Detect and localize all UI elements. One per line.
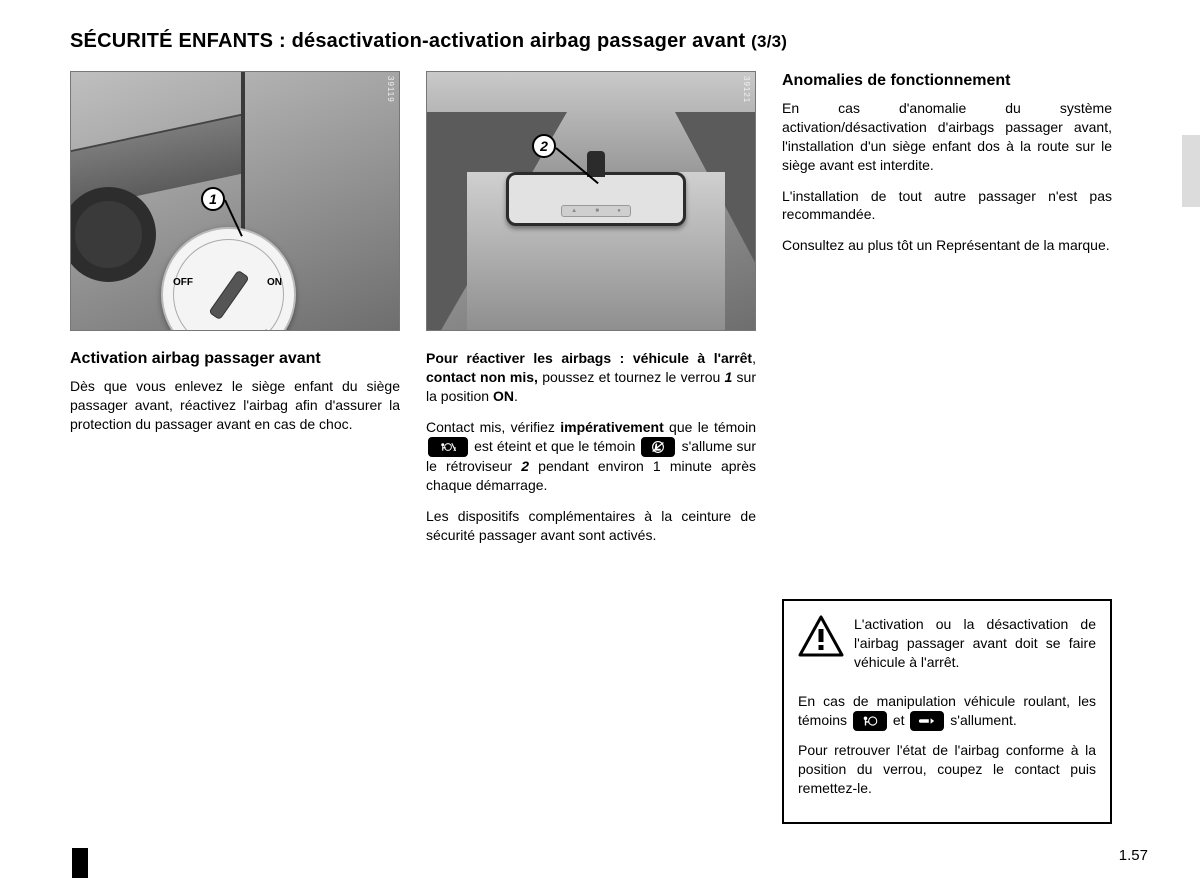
side-thumb-tab [1182,135,1200,207]
figure-ref-2: 39121 [742,76,751,103]
svg-text:2: 2 [453,447,456,453]
content-columns: OFF ON PASSENGER AIRBAG 1 39119 Activati… [70,71,1150,888]
col3-heading: Anomalies de fonctionnement [782,71,1112,91]
figure-ref-1: 39119 [386,76,395,103]
warning-line1: L'activation ou la désactivation de l'ai… [854,615,1096,672]
child-seat-indicator-icon [641,437,675,457]
title-main: SÉCURITÉ ENFANTS : désactivation-activat… [70,30,745,52]
page-number: 1.57 [1119,847,1148,864]
col2-p3: Les dispositifs complémentaires à la cei… [426,507,756,545]
figure-airbag-dial: OFF ON PASSENGER AIRBAG 1 39119 [70,71,400,331]
svg-text:PASSENGER AIRBAG: PASSENGER AIRBAG [163,229,273,331]
col3-p3: Consultez au plus tôt un Représentant de… [782,236,1112,255]
column-left: OFF ON PASSENGER AIRBAG 1 39119 Activati… [70,71,400,888]
callout-1: 1 [201,187,225,211]
warning-line3: Pour retrouver l'état de l'airbag confor… [798,741,1096,798]
callout-2: 2 [532,134,556,158]
page-title: SÉCURITÉ ENFANTS : désactivation-activat… [70,30,1150,53]
footer-mark [72,848,88,878]
col3-p1: En cas d'anomalie du système activation/… [782,99,1112,175]
warning-line2: En cas de manipulation véhicule roulant,… [798,692,1096,731]
col2-p1: Pour réactiver les airbags : véhicule à … [426,349,756,406]
wrench-warning-icon [910,711,944,731]
col1-heading: Activation airbag passager avant [70,349,400,369]
column-middle: ▲■● 2 39121 Pour réactiver les airbags :… [426,71,756,888]
column-right: Anomalies de fonctionnement En cas d'ano… [782,71,1112,888]
warning-triangle-icon [798,615,844,657]
title-count: (3/3) [751,32,787,51]
warning-box: L'activation ou la désactivation de l'ai… [782,599,1112,824]
col1-p1: Dès que vous enlevez le siège enfant du … [70,377,400,434]
airbag-dial: OFF ON PASSENGER AIRBAG [161,227,296,331]
airbag-off-indicator-icon: 2 [428,437,468,457]
airbag-warning-icon [853,711,887,731]
col3-p2: L'installation de tout autre passager n'… [782,187,1112,225]
figure-rearview-mirror: ▲■● 2 39121 [426,71,756,331]
col2-p2: Contact mis, vérifiez impérativement que… [426,418,756,495]
